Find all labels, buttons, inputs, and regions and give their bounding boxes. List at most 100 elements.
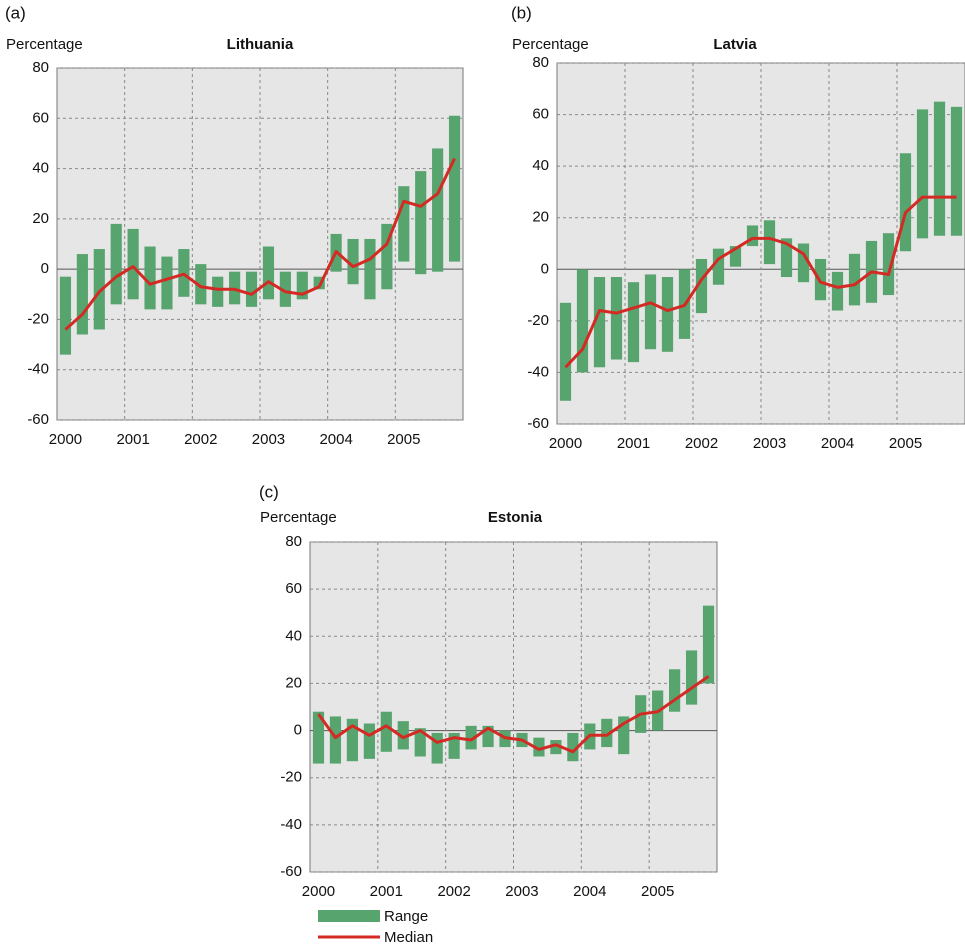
range-bar (550, 740, 562, 755)
y-tick-label: 80 (285, 533, 302, 550)
range-bar (381, 223, 393, 290)
range-bar (347, 238, 359, 285)
x-tick-label: 2005 (387, 431, 420, 448)
range-bar (414, 728, 426, 757)
range-bar (797, 243, 810, 283)
y-tick-label: -40 (27, 361, 49, 378)
legend-swatch (318, 910, 380, 922)
range-bar (831, 271, 844, 311)
x-tick-label: 2001 (617, 435, 650, 452)
x-tick-label: 2004 (319, 431, 352, 448)
range-bar (746, 225, 759, 247)
range-bar (127, 228, 139, 300)
x-tick-label: 2002 (685, 435, 718, 452)
range-bar (702, 605, 715, 684)
range-bar (415, 171, 427, 275)
y-tick-label: -20 (27, 310, 49, 327)
median-line (317, 675, 710, 754)
range-bar (144, 246, 156, 310)
range-bar (576, 269, 589, 373)
x-tick-label: 2003 (252, 431, 285, 448)
range-bar (195, 264, 207, 305)
y-tick-label: 80 (32, 59, 49, 76)
range-bar (364, 238, 376, 300)
range-bar (329, 716, 342, 764)
panel-label: (b) (511, 3, 532, 22)
range-bar (661, 277, 674, 352)
range-bar (950, 106, 963, 236)
chart-title: Lithuania (227, 36, 294, 53)
y-tick-label: 40 (285, 627, 302, 644)
panel-label: (c) (259, 482, 279, 501)
range-bar (448, 115, 461, 262)
range-bar (593, 277, 606, 368)
range-bar (763, 220, 776, 265)
range-bar (312, 711, 325, 764)
x-tick-label: 2000 (302, 883, 335, 900)
range-bar (610, 277, 623, 360)
y-tick-label: -20 (527, 312, 549, 329)
y-tick-label: 20 (285, 674, 302, 691)
range-bar (882, 233, 895, 296)
y-tick-label: 40 (532, 157, 549, 174)
y-tick-label: -60 (527, 415, 549, 432)
y-tick-label: -40 (527, 363, 549, 380)
range-bar (899, 153, 912, 252)
range-bar (212, 276, 224, 307)
y-tick-label: 60 (532, 106, 549, 123)
range-bar (780, 238, 793, 278)
range-bar (448, 732, 460, 759)
x-tick-label: 2003 (505, 883, 538, 900)
range-bar (380, 711, 392, 752)
y-tick-label: -60 (27, 411, 49, 428)
range-bar (533, 737, 545, 757)
y-tick-label: 40 (32, 160, 49, 177)
range-bar (397, 721, 409, 750)
y-tick-label: 0 (41, 260, 49, 277)
x-tick-label: 2005 (889, 435, 922, 452)
range-bar (93, 249, 105, 330)
x-tick-label: 2000 (49, 431, 82, 448)
y-tick-label: 60 (285, 580, 302, 597)
range-bar (685, 650, 698, 705)
y-tick-label: 0 (541, 260, 549, 277)
y-tick-label: 0 (294, 722, 302, 739)
range-bar (110, 223, 122, 305)
range-bar (279, 271, 291, 307)
panel-label: (a) (5, 3, 26, 22)
range-bar (161, 256, 173, 310)
range-bar (916, 109, 929, 239)
chart-title: Estonia (488, 509, 543, 526)
range-bar (601, 718, 613, 748)
x-tick-label: 2001 (370, 883, 403, 900)
y-tick-label: -40 (280, 816, 302, 833)
y-tick-label: 60 (32, 109, 49, 126)
median-line (64, 157, 456, 331)
median-line (564, 195, 957, 369)
range-bar (627, 282, 640, 363)
range-bar (618, 716, 630, 755)
range-bar (933, 101, 946, 236)
x-tick-label: 2005 (641, 883, 674, 900)
range-bar (245, 271, 258, 307)
range-bar (363, 723, 375, 759)
range-bar (848, 253, 861, 306)
x-tick-label: 2004 (821, 435, 854, 452)
range-bar (262, 246, 275, 300)
range-bar (644, 274, 657, 350)
range-bar (482, 725, 494, 748)
range-bar (669, 669, 681, 712)
x-tick-label: 2002 (437, 883, 470, 900)
range-bar (559, 302, 572, 401)
range-bar (567, 732, 579, 762)
x-tick-label: 2002 (184, 431, 217, 448)
y-axis-label: Percentage (6, 36, 83, 53)
x-tick-label: 2001 (116, 431, 149, 448)
legend-label: Range (384, 908, 428, 925)
y-axis-label: Percentage (260, 509, 337, 526)
chart-title: Latvia (713, 36, 757, 53)
range-bar (431, 732, 443, 764)
range-bar (695, 258, 708, 314)
range-bar (296, 271, 308, 300)
